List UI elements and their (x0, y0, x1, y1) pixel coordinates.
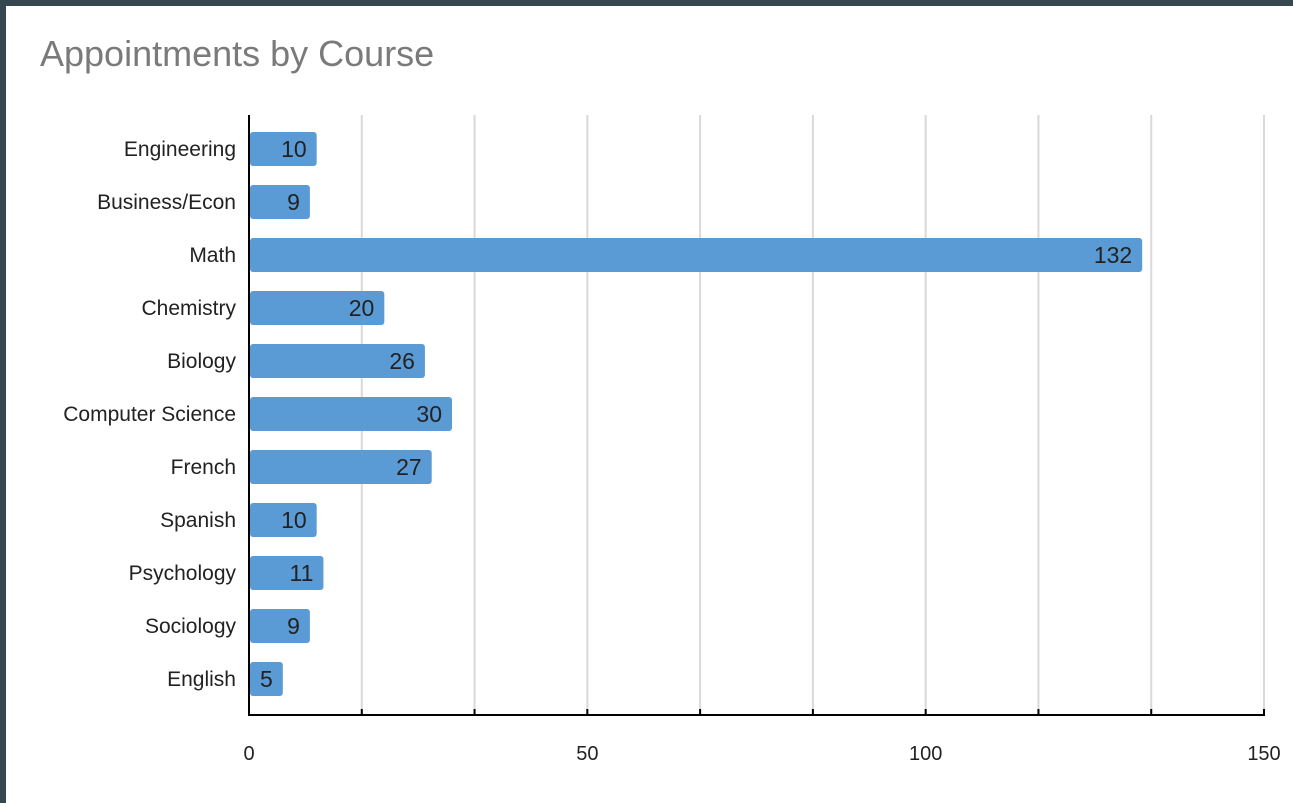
category-label: Spanish (160, 509, 236, 532)
bar (250, 291, 385, 325)
x-tick-label: 50 (576, 743, 598, 765)
data-label: 20 (349, 295, 375, 321)
bar (250, 238, 1143, 272)
bar (250, 503, 317, 537)
data-label: 11 (290, 560, 314, 586)
data-label: 9 (287, 613, 300, 639)
data-label: 10 (281, 136, 307, 162)
chart-panel (6, 6, 1293, 803)
x-tick-label: 100 (909, 743, 942, 765)
data-label: 30 (416, 401, 442, 427)
bars (250, 132, 1143, 696)
category-label: Computer Science (63, 403, 236, 426)
bar (250, 185, 310, 219)
category-label: Math (189, 244, 236, 267)
data-label: 26 (389, 348, 415, 374)
category-label: Sociology (145, 615, 237, 638)
bar (250, 662, 283, 696)
bar (250, 450, 432, 484)
category-label: Business/Econ (97, 191, 236, 214)
category-label: Biology (167, 350, 236, 373)
category-label: Psychology (129, 562, 237, 585)
category-label: Chemistry (141, 297, 236, 320)
data-label: 132 (1094, 242, 1132, 268)
data-label: 10 (281, 507, 307, 533)
axes (248, 115, 1265, 716)
category-label: French (171, 456, 236, 479)
category-label: English (167, 668, 236, 691)
bar (250, 556, 324, 590)
data-label: 5 (260, 666, 273, 692)
chart-title: Appointments by Course (40, 33, 435, 74)
bar (250, 132, 317, 166)
bar (250, 609, 310, 643)
labels: 0 50 100 150 Engineering 10 Business/Econ 9 Math… (63, 136, 1280, 765)
bar (250, 344, 425, 378)
x-tick-label: 0 (243, 743, 254, 765)
data-label: 27 (396, 454, 422, 480)
category-label: Engineering (124, 138, 236, 161)
gridlines (360, 115, 1265, 715)
bar (250, 397, 452, 431)
x-tick-label: 150 (1247, 743, 1280, 765)
data-label: 9 (287, 189, 300, 215)
